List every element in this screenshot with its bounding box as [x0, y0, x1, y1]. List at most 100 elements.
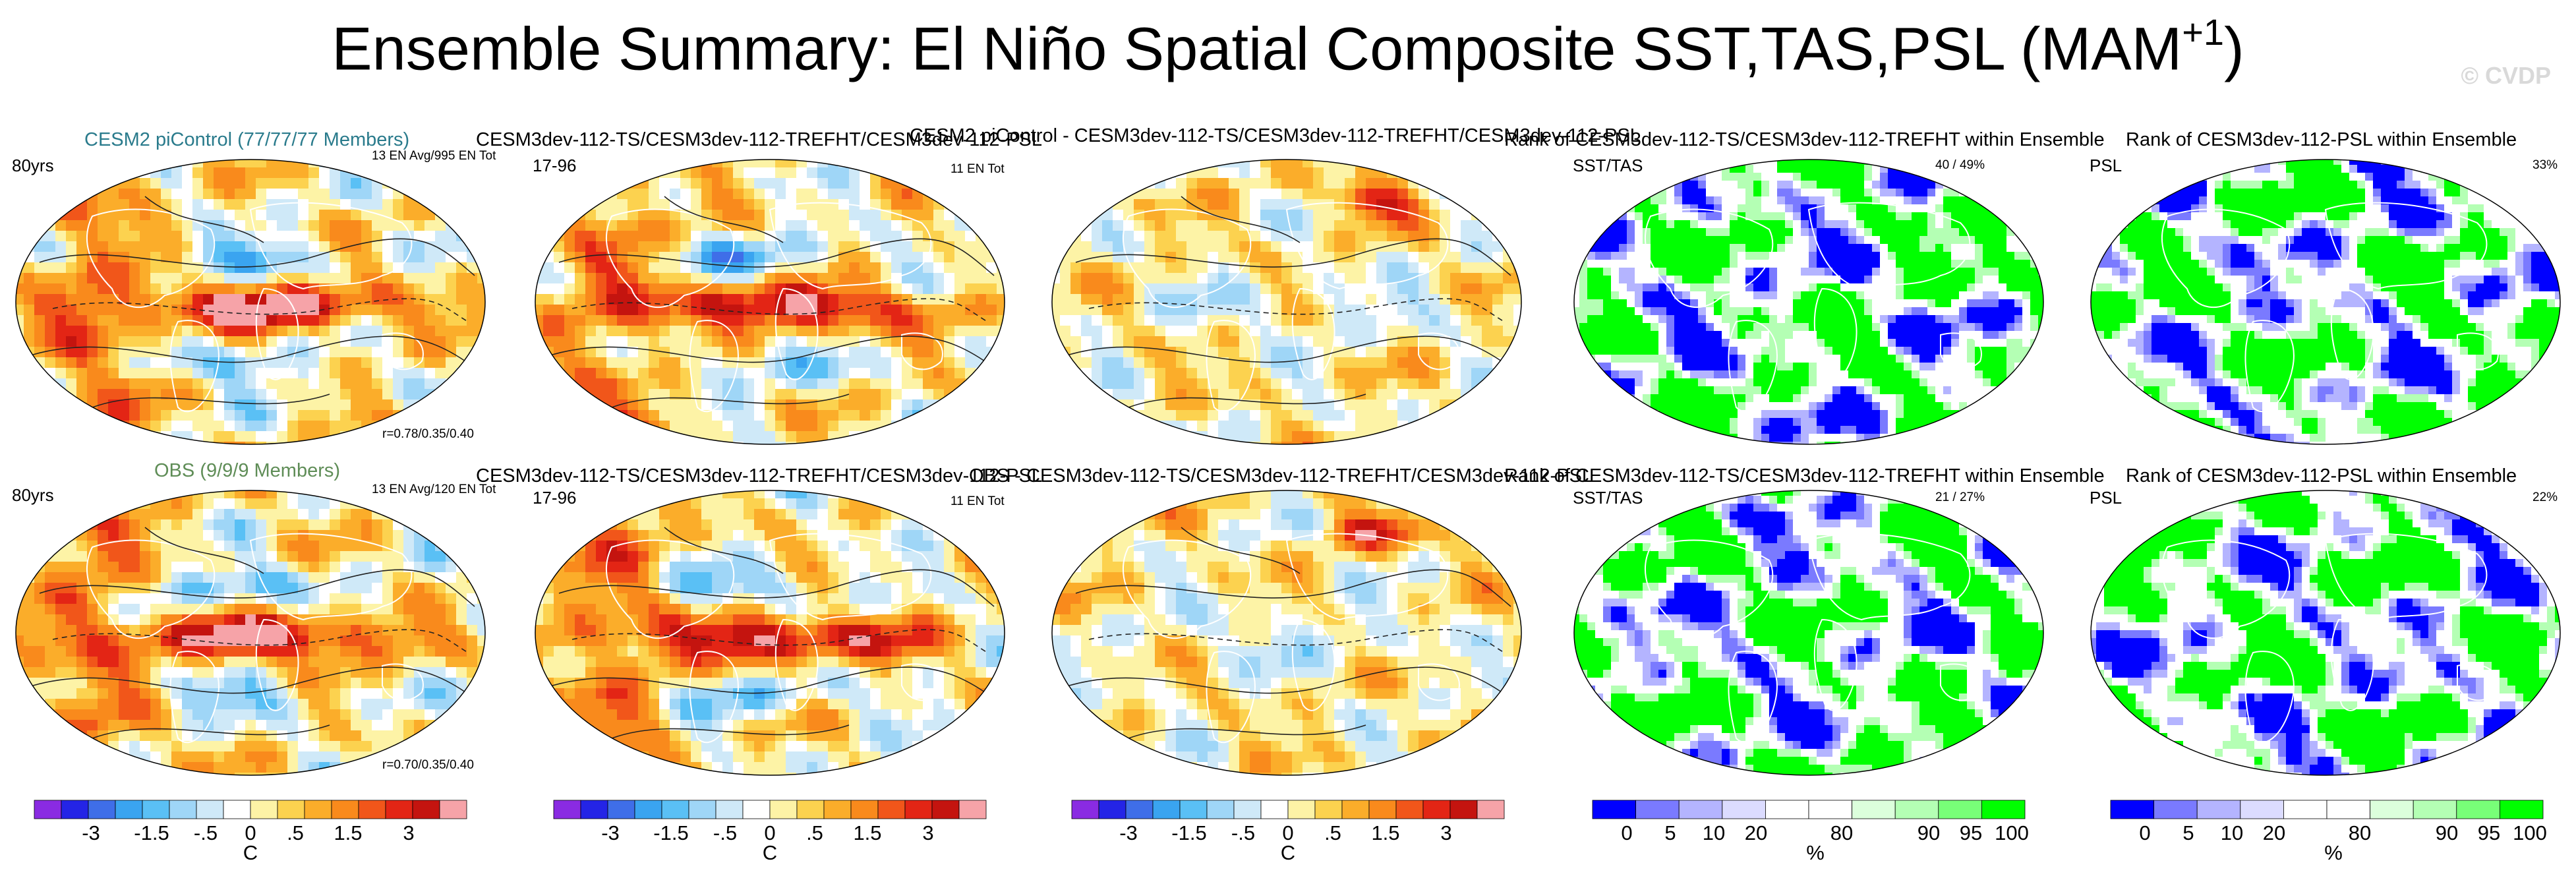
map-cell — [351, 241, 362, 252]
map-cell — [1450, 410, 1461, 421]
map-cell — [1186, 252, 1198, 263]
map-cell — [16, 241, 24, 252]
map-cell — [1313, 431, 1324, 442]
map-cell — [1334, 241, 1345, 252]
map-cell — [1419, 273, 1430, 284]
map-cell — [140, 189, 151, 200]
map-cell — [1999, 160, 2007, 165]
map-cell — [414, 231, 425, 242]
map-cell — [564, 262, 575, 274]
map-cell — [976, 431, 987, 442]
map-cell — [277, 378, 288, 390]
map-cell — [1376, 199, 1388, 210]
map-cell — [245, 199, 256, 210]
map-cell — [1595, 212, 1604, 221]
map-cell — [1334, 442, 1345, 444]
map-cell — [628, 252, 639, 263]
map-cell — [649, 273, 660, 284]
map-cell — [1334, 326, 1345, 337]
map-cell — [2014, 196, 2023, 205]
map-cell — [16, 305, 24, 316]
map-cell — [1250, 305, 1261, 316]
map-cell — [1292, 326, 1303, 337]
map-cell — [140, 220, 151, 231]
map-cell — [1872, 189, 1881, 197]
map-cell — [1387, 305, 1398, 316]
map-cell — [838, 220, 850, 231]
map-cell — [1461, 421, 1472, 432]
map-cell — [1239, 431, 1250, 442]
map-cell — [1482, 326, 1493, 337]
map-cell — [997, 160, 1005, 168]
map-cell — [2030, 260, 2039, 268]
map-cell — [1281, 378, 1293, 390]
map-cell — [786, 378, 797, 390]
map-cell — [1408, 305, 1419, 316]
map-cell — [182, 220, 193, 231]
map-cell — [108, 167, 119, 179]
map-cell — [1872, 181, 1881, 189]
map-cell — [744, 252, 755, 263]
map-cell — [1503, 315, 1514, 326]
map-cell — [1943, 260, 1952, 268]
map-cell — [424, 210, 436, 221]
map-cell — [1927, 160, 1936, 165]
map-cell — [1292, 273, 1303, 284]
map-cell — [638, 378, 649, 390]
map-cell — [1429, 160, 1440, 168]
map-cell — [1303, 399, 1314, 411]
map-cell — [245, 305, 256, 316]
map-cell — [1239, 189, 1250, 200]
map-cell — [1809, 283, 1817, 292]
map-cell — [617, 431, 628, 442]
map-cell — [435, 421, 446, 432]
map-cell — [744, 326, 755, 337]
map-cell — [1785, 212, 1794, 221]
map-cell — [535, 378, 544, 390]
map-cell — [192, 326, 204, 337]
map-cell — [1856, 181, 1865, 189]
map-cell — [24, 273, 35, 284]
map-cell — [340, 421, 351, 432]
map-cell — [414, 315, 425, 326]
map-cell — [1698, 268, 1707, 276]
map-cell — [828, 336, 839, 347]
map-cell — [1113, 315, 1124, 326]
map-cell — [382, 160, 394, 168]
map-cell — [34, 442, 45, 444]
map-cell — [203, 241, 214, 252]
map-cell — [1186, 326, 1198, 337]
map-cell — [1334, 178, 1345, 189]
map-cell — [596, 378, 607, 390]
map-cell — [1260, 199, 1272, 210]
map-cell — [382, 220, 394, 231]
map-cell — [944, 283, 955, 295]
map-cell — [1856, 252, 1865, 260]
map-cell — [1186, 399, 1198, 411]
map-cell — [98, 294, 109, 305]
map-cell — [1864, 181, 1873, 189]
map-cell — [1635, 212, 1643, 221]
map-cell — [98, 262, 109, 274]
map-cell — [1366, 410, 1377, 421]
map-cell — [786, 167, 797, 179]
map-cell — [446, 167, 457, 179]
map-cell — [361, 178, 372, 189]
map-cell — [1271, 220, 1282, 231]
map-cell — [1492, 410, 1504, 421]
map-cell — [1250, 252, 1261, 263]
map-cell — [150, 273, 161, 284]
map-cell — [1313, 410, 1324, 421]
map-cell — [1698, 299, 1707, 308]
map-cell — [34, 283, 45, 295]
map-cell — [277, 410, 288, 421]
map-cell — [161, 262, 172, 274]
map-cell — [796, 305, 807, 316]
map-cell — [182, 336, 193, 347]
map-cell — [1070, 347, 1082, 358]
map-cell — [954, 283, 966, 295]
map-cell — [1070, 305, 1082, 316]
map-cell — [34, 167, 45, 179]
map-cell — [1397, 189, 1409, 200]
map-cell — [1801, 228, 1809, 237]
